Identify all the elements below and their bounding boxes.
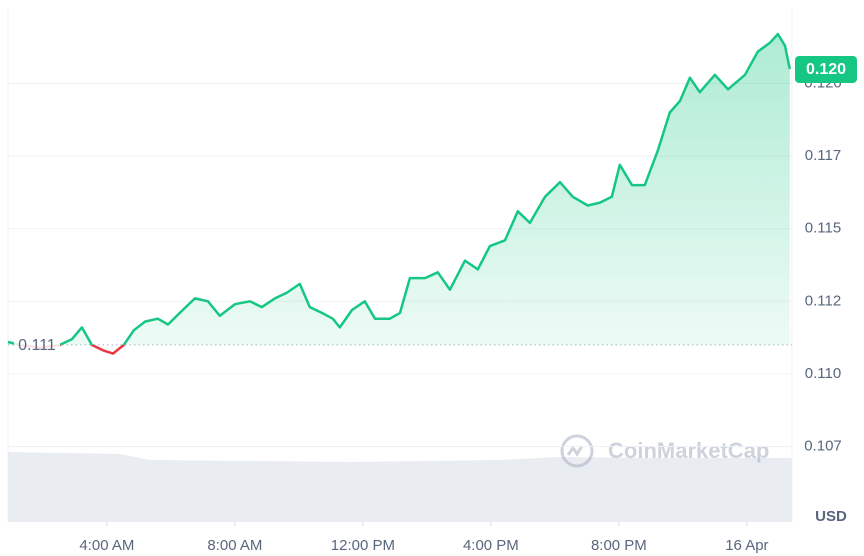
price-line xyxy=(7,32,792,345)
y-tick-label: 0.107 xyxy=(804,437,842,454)
y-tick-label: 0.117 xyxy=(805,147,841,164)
y-tick-label: 0.110 xyxy=(805,365,841,382)
x-tick-label: 4:00 PM xyxy=(463,537,519,554)
x-tick-label: 8:00 PM xyxy=(591,537,647,554)
price-area xyxy=(8,34,790,345)
current-price-label: 0.120 xyxy=(806,61,846,78)
x-tick-label: 8:00 AM xyxy=(207,537,262,554)
baseline-label-bg xyxy=(14,333,60,356)
x-tick-label: 16 Apr xyxy=(725,537,768,554)
watermark-text: CoinMarketCap xyxy=(608,438,769,463)
y-tick-label: 0.115 xyxy=(805,220,841,237)
current-price-badge xyxy=(795,55,857,83)
watermark: CoinMarketCap xyxy=(560,434,769,468)
volume-area xyxy=(8,452,792,522)
x-tick-label: 12:00 PM xyxy=(331,537,395,554)
y-tick-label: 0.112 xyxy=(805,292,841,309)
baseline-label: 0.111 xyxy=(18,337,56,354)
x-tick-label: 4:00 AM xyxy=(79,537,134,554)
currency-label: USD xyxy=(815,508,847,525)
